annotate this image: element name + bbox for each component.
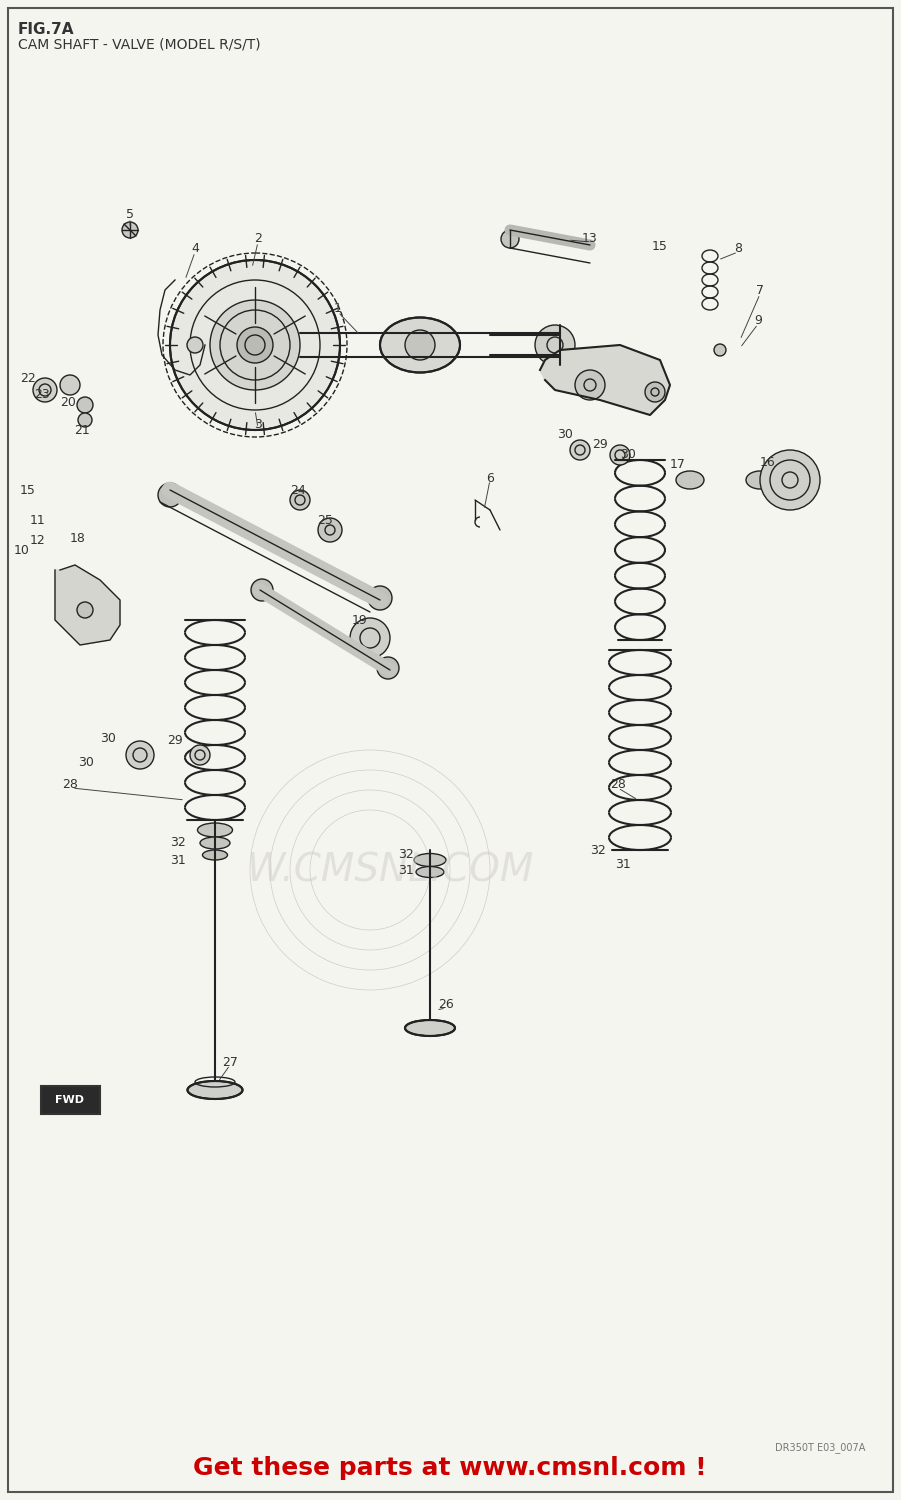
Text: 10: 10: [14, 543, 30, 556]
Text: W.CMSNL.COM: W.CMSNL.COM: [246, 850, 533, 889]
Circle shape: [122, 222, 138, 238]
Text: 1: 1: [334, 302, 342, 315]
Ellipse shape: [200, 837, 230, 849]
Text: 31: 31: [615, 858, 631, 871]
Text: 15: 15: [20, 483, 36, 496]
Text: 29: 29: [592, 438, 608, 452]
Text: 26: 26: [438, 999, 454, 1011]
Text: 30: 30: [78, 756, 94, 768]
Circle shape: [210, 300, 300, 390]
Ellipse shape: [416, 867, 444, 877]
Text: 23: 23: [34, 387, 50, 400]
Ellipse shape: [380, 318, 460, 372]
Circle shape: [187, 338, 203, 352]
Polygon shape: [55, 566, 120, 645]
Text: CAM SHAFT - VALVE (MODEL R/S/T): CAM SHAFT - VALVE (MODEL R/S/T): [18, 38, 260, 52]
Text: FIG.7A: FIG.7A: [18, 22, 75, 38]
Text: 13: 13: [582, 231, 598, 244]
Circle shape: [377, 657, 399, 680]
FancyBboxPatch shape: [8, 8, 893, 1492]
Circle shape: [158, 483, 182, 507]
Circle shape: [535, 326, 575, 364]
Ellipse shape: [405, 1020, 455, 1036]
Text: 15: 15: [652, 240, 668, 252]
Text: 6: 6: [486, 471, 494, 484]
Ellipse shape: [676, 471, 704, 489]
Text: Get these parts at www.cmsnl.com !: Get these parts at www.cmsnl.com !: [193, 1456, 706, 1480]
Circle shape: [251, 579, 273, 602]
Text: 30: 30: [557, 429, 573, 441]
Text: 30: 30: [620, 448, 636, 462]
Text: 31: 31: [398, 864, 414, 876]
Circle shape: [570, 440, 590, 460]
Text: DR350T E03_007A: DR350T E03_007A: [775, 1443, 865, 1454]
Text: 3: 3: [254, 419, 262, 432]
Circle shape: [78, 413, 92, 428]
Circle shape: [645, 382, 665, 402]
Text: 24: 24: [290, 483, 305, 496]
Ellipse shape: [187, 1082, 242, 1100]
Circle shape: [237, 327, 273, 363]
Ellipse shape: [197, 824, 232, 837]
Circle shape: [190, 746, 210, 765]
Circle shape: [610, 446, 630, 465]
Circle shape: [126, 741, 154, 770]
Polygon shape: [540, 345, 670, 416]
Text: 5: 5: [126, 209, 134, 222]
Ellipse shape: [746, 471, 774, 489]
Text: 18: 18: [70, 531, 86, 544]
Text: 29: 29: [167, 734, 183, 747]
Text: 7: 7: [756, 284, 764, 297]
Text: 25: 25: [317, 513, 333, 526]
Ellipse shape: [414, 853, 446, 867]
Text: 2: 2: [254, 231, 262, 244]
Circle shape: [714, 344, 726, 355]
Circle shape: [501, 230, 519, 248]
Circle shape: [77, 398, 93, 412]
Text: 27: 27: [222, 1056, 238, 1068]
Circle shape: [575, 370, 605, 400]
Text: 21: 21: [74, 423, 90, 436]
Text: 20: 20: [60, 396, 76, 408]
Circle shape: [60, 375, 80, 394]
Circle shape: [318, 518, 342, 542]
Text: 22: 22: [20, 372, 36, 384]
Circle shape: [290, 490, 310, 510]
Text: 16: 16: [760, 456, 776, 468]
Text: 19: 19: [352, 614, 368, 627]
FancyBboxPatch shape: [41, 1086, 100, 1114]
Text: FWD: FWD: [56, 1095, 85, 1106]
Ellipse shape: [203, 850, 227, 859]
Circle shape: [368, 586, 392, 610]
Text: 30: 30: [100, 732, 116, 744]
Text: 9: 9: [754, 314, 762, 327]
Text: 28: 28: [62, 778, 78, 792]
Circle shape: [77, 602, 93, 618]
Text: 12: 12: [30, 534, 46, 546]
Circle shape: [170, 260, 340, 430]
Text: 28: 28: [610, 778, 626, 792]
Text: 11: 11: [30, 513, 46, 526]
Text: 32: 32: [398, 849, 414, 861]
Text: 8: 8: [734, 242, 742, 255]
Text: 32: 32: [170, 836, 186, 849]
Circle shape: [760, 450, 820, 510]
Text: 17: 17: [670, 458, 686, 471]
Text: 4: 4: [191, 242, 199, 255]
Text: 31: 31: [170, 853, 186, 867]
Circle shape: [350, 618, 390, 658]
Circle shape: [33, 378, 57, 402]
Text: 32: 32: [590, 843, 605, 856]
Circle shape: [405, 330, 435, 360]
